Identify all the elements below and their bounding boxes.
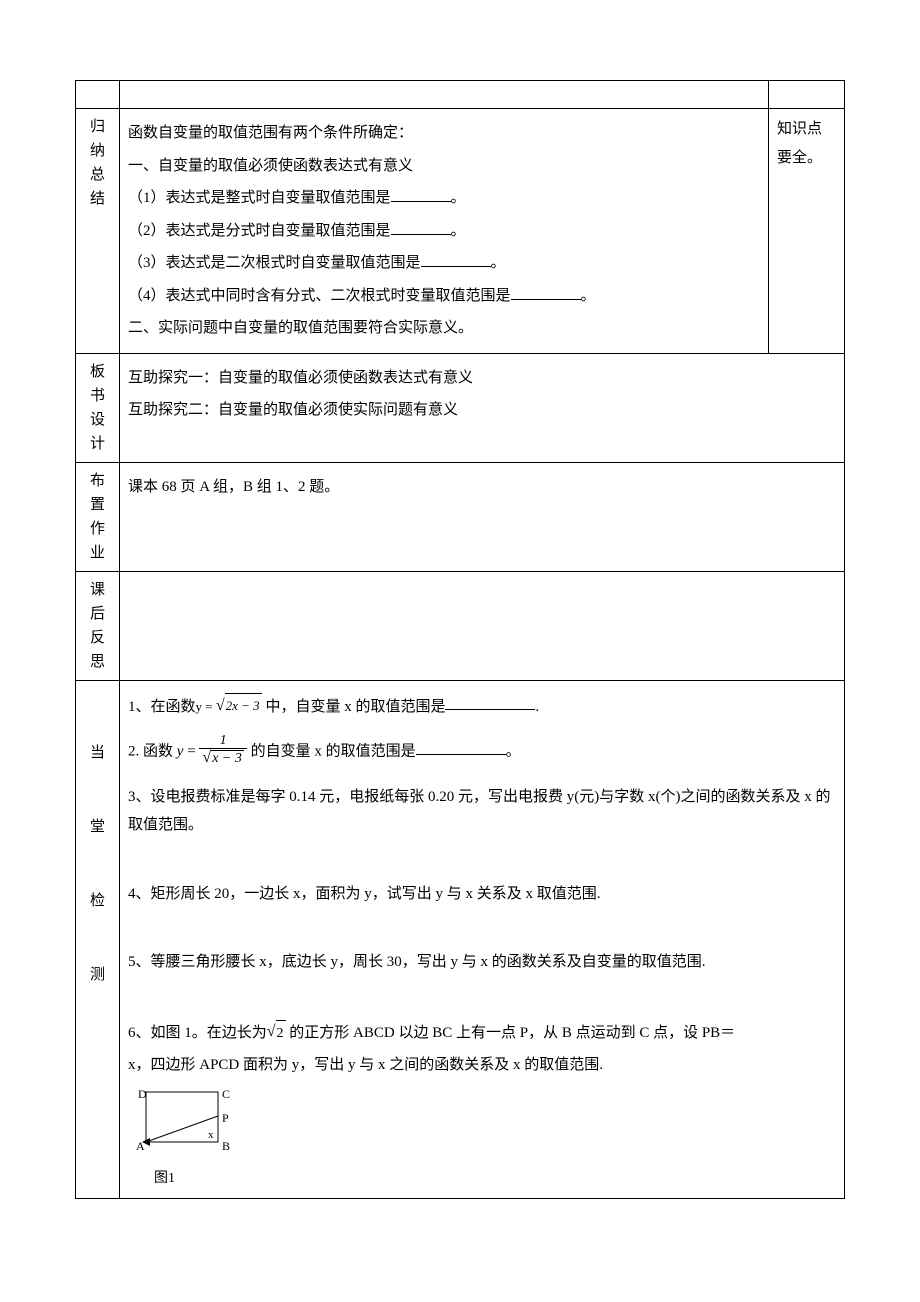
fig-label-P: P	[222, 1111, 229, 1125]
label-char: 书	[84, 384, 111, 408]
text: 。	[451, 223, 466, 239]
quiz-q6-line2: x，四边形 APCD 面积为 y，写出 y 与 x 之间的函数关系及 x 的取值…	[128, 1051, 836, 1080]
figure-1-caption: 图1	[154, 1166, 836, 1193]
fig-label-D: D	[138, 1087, 147, 1101]
summary-one: 一、自变量的取值必须使函数表达式有意义	[128, 152, 760, 181]
board-content: 互助探究一：自变量的取值必须使函数表达式有意义 互助探究二：自变量的取值必须使实…	[120, 353, 845, 462]
label-char: 归	[84, 115, 111, 139]
label-char: 检	[84, 889, 111, 913]
label-char: 后	[84, 602, 111, 626]
text: 中，自变量 x 的取值范围是	[262, 698, 446, 714]
text: 。	[581, 288, 596, 304]
text: 2. 函数	[128, 743, 177, 759]
label-char: 堂	[84, 815, 111, 839]
label-char: 计	[84, 432, 111, 456]
text: （3）表达式是二次根式时自变量取值范围是	[128, 255, 421, 271]
board-line-2: 互助探究二：自变量的取值必须使实际问题有意义	[128, 396, 836, 425]
summary-item-3: （3）表达式是二次根式时自变量取值范围是 。	[128, 249, 760, 278]
fig-label-A: A	[136, 1139, 145, 1153]
reflect-label: 课 后 反 思	[76, 571, 120, 680]
text: 1、在函数	[128, 698, 196, 714]
sqrt-expr: √2x − 3	[216, 691, 262, 721]
figure-1-svg: D C A B P x	[132, 1086, 242, 1164]
quiz-q4: 4、矩形周长 20，一边长 x，面积为 y，试写出 y 与 x 关系及 x 取值…	[128, 880, 836, 909]
text: 6、如图 1。在边长为	[128, 1025, 267, 1041]
fraction: 1 √x − 3	[199, 733, 246, 767]
empty-cell	[120, 81, 769, 109]
text: .	[535, 698, 539, 714]
summary-label: 归 纳 总 结	[76, 109, 120, 354]
text: 的正方形 ABCD 以边 BC 上有一点 P，从 B 点运动到 C 点，设 PB…	[286, 1025, 736, 1041]
quiz-q3: 3、设电报费标准是每字 0.14 元，电报纸每张 0.20 元，写出电报费 y(…	[128, 783, 836, 840]
quiz-q6-line1: 6、如图 1。在边长为√2 的正方形 ABCD 以边 BC 上有一点 P，从 B…	[128, 1017, 836, 1047]
text: 的自变量 x 的取值范围是	[247, 743, 416, 759]
homework-text: 课本 68 页 A 组，B 组 1、2 题。	[128, 473, 836, 502]
figure-1: D C A B P x 图1	[132, 1086, 836, 1193]
board-label: 板 书 设 计	[76, 353, 120, 462]
board-line-1: 互助探究一：自变量的取值必须使函数表达式有意义	[128, 364, 836, 393]
label-char: 测	[84, 963, 111, 987]
fill-blank[interactable]	[391, 187, 451, 202]
label-char: 反	[84, 626, 111, 650]
label-char: 作	[84, 517, 111, 541]
homework-row: 布 置 作 业 课本 68 页 A 组，B 组 1、2 题。	[76, 462, 845, 571]
summary-note: 知识点要全。	[769, 109, 845, 354]
fill-blank[interactable]	[391, 220, 451, 235]
empty-cell	[76, 81, 120, 109]
sqrt-expr: √2	[267, 1017, 286, 1047]
summary-intro: 函数自变量的取值范围有两个条件所确定：	[128, 119, 760, 148]
summary-two: 二、实际问题中自变量的取值范围要符合实际意义。	[128, 314, 760, 343]
fill-blank[interactable]	[445, 695, 535, 710]
text: （2）表达式是分式时自变量取值范围是	[128, 223, 391, 239]
quiz-row: 当 堂 检 测 1、在函数y = √2x − 3 中，自变量 x 的取值范围是.…	[76, 680, 845, 1199]
fig-label-B: B	[222, 1139, 230, 1153]
fill-blank[interactable]	[421, 252, 491, 267]
label-char: 板	[84, 360, 111, 384]
reflect-content	[120, 571, 845, 680]
fig-label-C: C	[222, 1087, 230, 1101]
text: （4）表达式中同时含有分式、二次根式时变量取值范围是	[128, 288, 511, 304]
homework-label: 布 置 作 业	[76, 462, 120, 571]
label-char: 结	[84, 187, 111, 211]
summary-item-4: （4）表达式中同时含有分式、二次根式时变量取值范围是 。	[128, 282, 760, 311]
summary-item-1: （1）表达式是整式时自变量取值范围是 。	[128, 184, 760, 213]
fill-blank[interactable]	[416, 740, 506, 755]
label-char: 置	[84, 493, 111, 517]
lesson-plan-table: 归 纳 总 结 函数自变量的取值范围有两个条件所确定： 一、自变量的取值必须使函…	[75, 80, 845, 1199]
homework-content: 课本 68 页 A 组，B 组 1、2 题。	[120, 462, 845, 571]
label-char: 设	[84, 408, 111, 432]
sqrt-arg: 2x − 3	[225, 693, 262, 719]
quiz-q1: 1、在函数y = √2x − 3 中，自变量 x 的取值范围是.	[128, 691, 836, 721]
summary-item-2: （2）表达式是分式时自变量取值范围是 。	[128, 217, 760, 246]
summary-content: 函数自变量的取值范围有两个条件所确定： 一、自变量的取值必须使函数表达式有意义 …	[120, 109, 769, 354]
fill-blank[interactable]	[511, 285, 581, 300]
label-char: 纳	[84, 139, 111, 163]
reflect-row: 课 后 反 思	[76, 571, 845, 680]
sqrt-arg: 2	[276, 1020, 286, 1048]
frac-den: √x − 3	[199, 749, 246, 767]
label-char: 当	[84, 741, 111, 765]
quiz-content: 1、在函数y = √2x − 3 中，自变量 x 的取值范围是. 2. 函数 y…	[120, 680, 845, 1199]
quiz-label: 当 堂 检 测	[76, 680, 120, 1199]
quiz-q5: 5、等腰三角形腰长 x，底边长 y，周长 30，写出 y 与 x 的函数关系及自…	[128, 948, 836, 977]
empty-cell	[769, 81, 845, 109]
text: 。	[491, 255, 506, 271]
label-char: 业	[84, 541, 111, 565]
fig-label-x: x	[208, 1129, 214, 1141]
summary-row: 归 纳 总 结 函数自变量的取值范围有两个条件所确定： 一、自变量的取值必须使函…	[76, 109, 845, 354]
label-char: 布	[84, 469, 111, 493]
label-char: 总	[84, 163, 111, 187]
board-row: 板 书 设 计 互助探究一：自变量的取值必须使函数表达式有意义 互助探究二：自变…	[76, 353, 845, 462]
frac-num: 1	[199, 733, 246, 749]
text: 。	[451, 190, 466, 206]
text: （1）表达式是整式时自变量取值范围是	[128, 190, 391, 206]
quiz-q2: 2. 函数 y = 1 √x − 3 的自变量 x 的取值范围是。	[128, 735, 836, 769]
label-char: 课	[84, 578, 111, 602]
label-char: 思	[84, 650, 111, 674]
text: 。	[506, 743, 521, 759]
sqrt-arg: x − 3	[211, 750, 244, 766]
empty-header-row	[76, 81, 845, 109]
